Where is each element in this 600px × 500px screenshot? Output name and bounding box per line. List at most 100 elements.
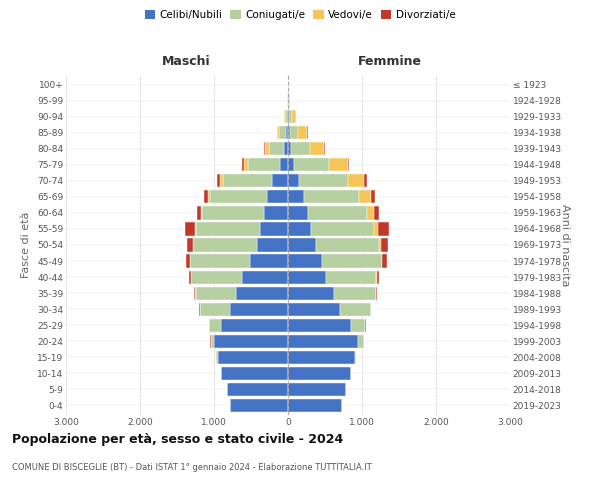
- Bar: [221, 366, 288, 380]
- Bar: [267, 190, 288, 203]
- Bar: [340, 302, 371, 316]
- Bar: [288, 142, 291, 156]
- Bar: [288, 206, 308, 220]
- Bar: [208, 190, 209, 203]
- Bar: [284, 142, 288, 156]
- Bar: [288, 334, 358, 348]
- Bar: [378, 222, 389, 235]
- Bar: [280, 158, 288, 172]
- Bar: [322, 254, 382, 268]
- Bar: [202, 206, 265, 220]
- Bar: [230, 302, 288, 316]
- Bar: [374, 206, 379, 220]
- Bar: [334, 286, 376, 300]
- Bar: [358, 334, 364, 348]
- Bar: [260, 222, 288, 235]
- Bar: [227, 383, 288, 396]
- Bar: [190, 254, 250, 268]
- Bar: [211, 334, 214, 348]
- Bar: [382, 254, 388, 268]
- Bar: [209, 190, 267, 203]
- Bar: [288, 110, 289, 124]
- Bar: [220, 174, 223, 188]
- Text: Femmine: Femmine: [358, 55, 422, 68]
- Bar: [191, 270, 242, 283]
- Bar: [287, 110, 288, 124]
- Bar: [265, 206, 288, 220]
- Bar: [292, 110, 296, 124]
- Bar: [288, 318, 351, 332]
- Bar: [288, 222, 311, 235]
- Bar: [364, 174, 367, 188]
- Bar: [288, 286, 334, 300]
- Bar: [298, 126, 307, 140]
- Bar: [291, 142, 310, 156]
- Bar: [187, 238, 193, 252]
- Bar: [223, 174, 272, 188]
- Bar: [218, 350, 288, 364]
- Bar: [308, 206, 367, 220]
- Bar: [371, 190, 375, 203]
- Bar: [288, 366, 351, 380]
- Bar: [217, 174, 220, 188]
- Bar: [288, 383, 346, 396]
- Bar: [257, 238, 288, 252]
- Bar: [197, 206, 201, 220]
- Bar: [374, 222, 378, 235]
- Bar: [377, 270, 379, 283]
- Bar: [196, 286, 236, 300]
- Bar: [186, 254, 190, 268]
- Bar: [288, 270, 326, 283]
- Bar: [288, 190, 304, 203]
- Bar: [242, 270, 288, 283]
- Bar: [242, 158, 244, 172]
- Bar: [351, 318, 365, 332]
- Bar: [185, 222, 195, 235]
- Bar: [290, 126, 298, 140]
- Text: COMUNE DI BISCEGLIE (BT) - Dati ISTAT 1° gennaio 2024 - Elaborazione TUTTITALIA.: COMUNE DI BISCEGLIE (BT) - Dati ISTAT 1°…: [12, 462, 372, 471]
- Bar: [189, 270, 191, 283]
- Bar: [326, 270, 376, 283]
- Bar: [214, 334, 288, 348]
- Bar: [382, 238, 388, 252]
- Bar: [288, 158, 293, 172]
- Bar: [277, 126, 279, 140]
- Bar: [286, 126, 288, 140]
- Bar: [194, 286, 196, 300]
- Bar: [279, 126, 286, 140]
- Bar: [347, 174, 364, 188]
- Bar: [265, 142, 269, 156]
- Bar: [217, 350, 218, 364]
- Text: Popolazione per età, sesso e stato civile - 2024: Popolazione per età, sesso e stato civil…: [12, 432, 343, 446]
- Legend: Celibi/Nubili, Coniugati/e, Vedovi/e, Divorziati/e: Celibi/Nubili, Coniugati/e, Vedovi/e, Di…: [143, 8, 457, 22]
- Bar: [289, 110, 292, 124]
- Bar: [359, 190, 371, 203]
- Bar: [288, 238, 316, 252]
- Bar: [304, 190, 359, 203]
- Bar: [310, 142, 324, 156]
- Bar: [288, 126, 290, 140]
- Bar: [196, 222, 260, 235]
- Bar: [293, 158, 329, 172]
- Bar: [288, 350, 355, 364]
- Y-axis label: Anni di nascita: Anni di nascita: [560, 204, 571, 286]
- Bar: [250, 254, 288, 268]
- Text: Maschi: Maschi: [161, 55, 210, 68]
- Bar: [244, 158, 248, 172]
- Bar: [288, 302, 340, 316]
- Bar: [376, 286, 377, 300]
- Bar: [288, 399, 342, 412]
- Bar: [205, 190, 208, 203]
- Bar: [329, 158, 347, 172]
- Bar: [289, 94, 290, 107]
- Bar: [200, 302, 230, 316]
- Y-axis label: Fasce di età: Fasce di età: [22, 212, 31, 278]
- Bar: [284, 110, 287, 124]
- Bar: [193, 238, 257, 252]
- Bar: [236, 286, 288, 300]
- Bar: [201, 206, 202, 220]
- Bar: [355, 350, 356, 364]
- Bar: [221, 318, 288, 332]
- Bar: [299, 174, 347, 188]
- Bar: [209, 318, 221, 332]
